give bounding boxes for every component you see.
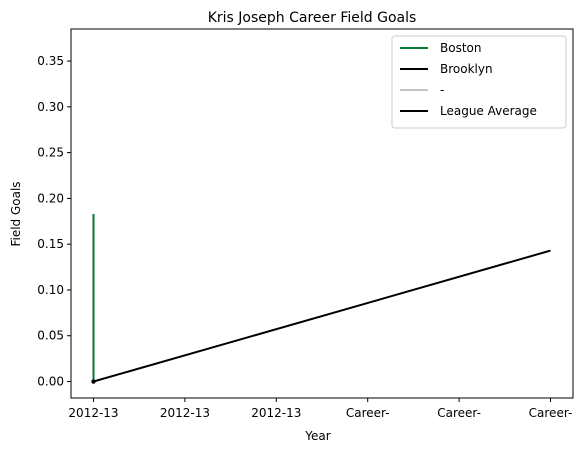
y-tick-label: 0.05 [37, 329, 64, 343]
legend-label: League Average [440, 104, 537, 118]
x-tick-label: 2012-13 [68, 406, 118, 420]
x-tick-label: 2012-13 [251, 406, 301, 420]
y-tick-label: 0.00 [37, 375, 64, 389]
plot-area: 0.00 0.05 0.10 0.15 0.20 0.25 0.30 0.35 2012-13… [37, 28, 574, 420]
chart-title: Kris Joseph Career Field Goals [208, 10, 417, 26]
y-tick-label: 0.30 [37, 100, 64, 114]
x-axis-ticks: 2012-13 2012-13 2012-13 Career- Career- Caree… [68, 398, 572, 420]
legend-label: Brooklyn [440, 62, 493, 76]
legend: Boston Brooklyn - League Average [391, 35, 567, 129]
plot-frame [70, 28, 574, 399]
y-tick-label: 0.35 [37, 54, 64, 68]
data-point-marker [91, 379, 96, 384]
y-tick-label: 0.25 [37, 146, 64, 160]
y-axis-label: Field Goals [9, 181, 23, 246]
legend-label: Boston [440, 41, 481, 55]
x-tick-label: Career- [529, 406, 573, 420]
series-layer [91, 213, 551, 384]
legend-entries: Boston Brooklyn - League Average [400, 41, 537, 118]
x-tick-label: Career- [437, 406, 481, 420]
y-tick-label: 0.10 [37, 283, 64, 297]
x-tick-label: Career- [346, 406, 390, 420]
y-axis-ticks: 0.00 0.05 0.10 0.15 0.20 0.25 0.30 0.35 [37, 54, 71, 389]
x-tick-label: 2012-13 [160, 406, 210, 420]
legend-label: - [440, 83, 444, 97]
y-tick-label: 0.20 [37, 191, 64, 205]
series-line-league-average [93, 249, 551, 383]
y-tick-label: 0.15 [37, 237, 64, 251]
legend-box [391, 35, 567, 129]
x-axis-label: Year [304, 429, 330, 443]
